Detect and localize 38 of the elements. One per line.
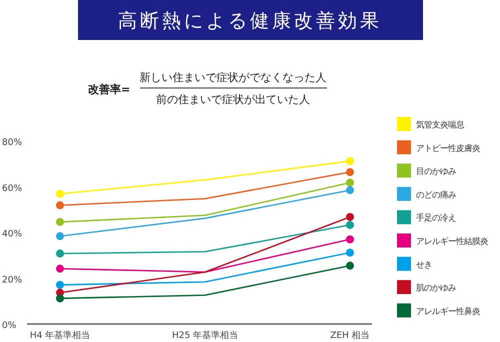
point <box>56 294 64 302</box>
legend-label: せき <box>416 259 432 270</box>
legend-label: アレルギー性結膜炎 <box>416 236 488 246</box>
point <box>56 264 64 273</box>
legend-label: アトピー性皮膚炎 <box>416 142 480 153</box>
point <box>346 168 354 176</box>
y-tick-label: 0% <box>2 321 17 331</box>
legend-label: アレルギー性鼻炎 <box>416 306 480 316</box>
legend-label: 気管支炎喘息 <box>416 120 464 130</box>
text: 新しい住まいで症状がでなくなった人 <box>140 71 326 84</box>
x-tick-label: ZEH 相当 <box>330 330 370 341</box>
y-tick-label: 40% <box>2 230 22 240</box>
legend-label: 肌のかゆみ <box>416 282 456 293</box>
x-tick-label: H25 年基準相当 <box>172 330 238 341</box>
y-tick-label: 20% <box>2 275 22 286</box>
point <box>56 190 64 198</box>
point <box>346 178 354 187</box>
chart-title: 高断熱による健康改善効果 <box>118 10 382 32</box>
point <box>346 248 354 257</box>
point <box>56 250 64 258</box>
point <box>346 157 354 166</box>
point <box>56 201 64 210</box>
point <box>346 220 354 229</box>
point <box>56 232 64 240</box>
point <box>56 218 64 226</box>
point <box>346 262 354 270</box>
text: 改善率= <box>88 83 130 96</box>
legend-label: のどの痛み <box>416 189 456 200</box>
legend-label: 目のかゆみ <box>416 166 456 176</box>
x-tick-label: H4 年基準相当 <box>30 330 90 341</box>
y-tick-label: 80% <box>2 138 22 148</box>
y-tick-label: 60% <box>2 184 22 194</box>
point <box>56 280 64 289</box>
point <box>346 212 354 221</box>
legend-label: 手足の冷え <box>416 212 456 223</box>
text: 前の住まいで症状が出ていた人 <box>156 93 310 106</box>
point <box>346 235 354 244</box>
point <box>346 186 354 194</box>
